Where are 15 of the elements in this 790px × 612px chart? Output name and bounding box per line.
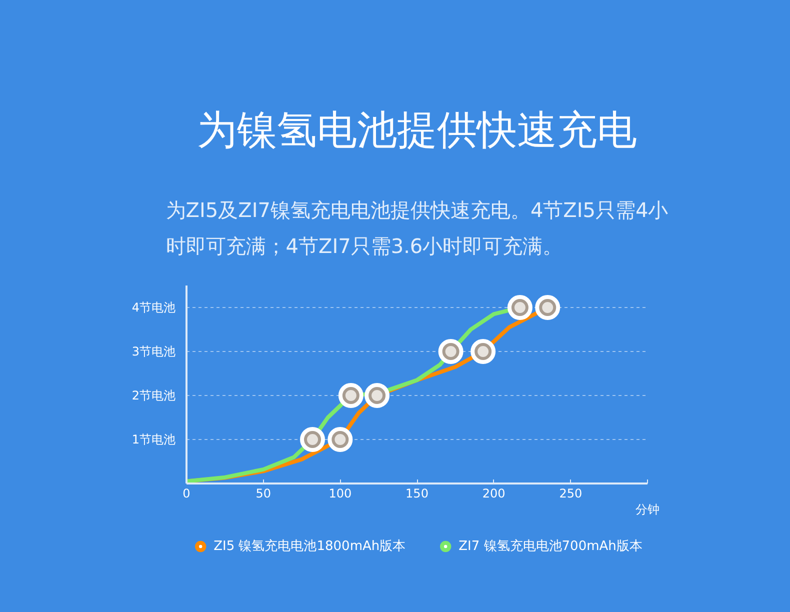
x-tick-label: 100 [328, 486, 352, 500]
x-tick-label: 250 [559, 486, 582, 500]
y-tick-label: 3节电池 [132, 344, 176, 358]
x-tick-label: 50 [256, 486, 271, 500]
x-tick-label: 0 [182, 486, 190, 500]
y-tick-label: 4节电池 [132, 300, 176, 314]
chart-title: 为镍氢电池提供快速充电 [197, 108, 637, 154]
x-axis-title: 分钟 [636, 502, 660, 516]
legend-label: ZI5 镍氢充电电池1800mAh版本 [214, 538, 406, 555]
x-tick-label: 200 [482, 486, 506, 500]
legend-label: ZI7 镍氢充电电池700mAh版本 [458, 538, 642, 555]
y-tick-label: 1节电池 [132, 432, 176, 446]
y-tick-label: 2节电池 [132, 388, 176, 402]
chart-subtitle: 为ZI5及ZI7镍氢充电电池提供快速充电。4节ZI5只需4小时即可充满；4节ZI7只需3.6小时即可充满。 [166, 198, 668, 258]
x-tick-label: 150 [406, 486, 428, 500]
